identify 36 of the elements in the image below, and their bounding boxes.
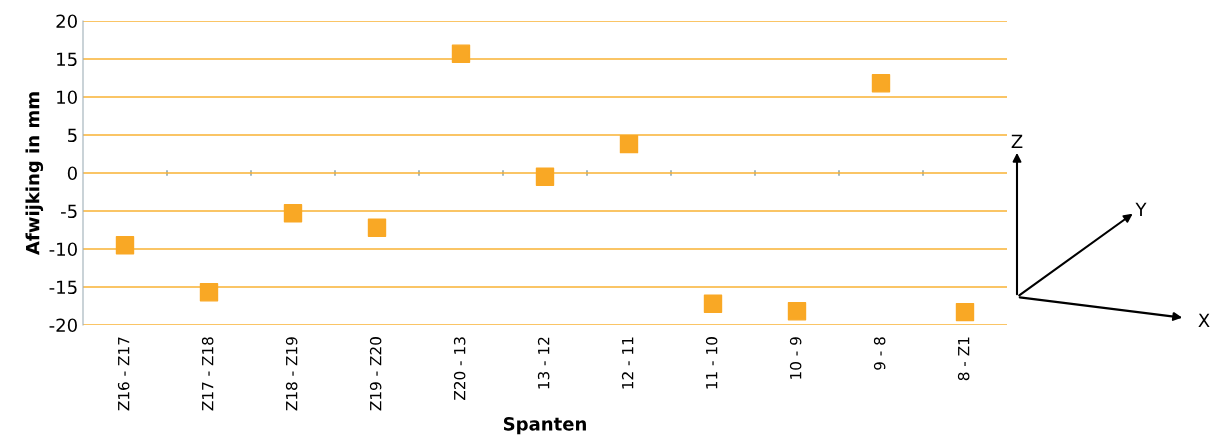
text: X (1198, 313, 1210, 327)
y-tick-label: 10 (57, 90, 77, 105)
point (871, 74, 891, 93)
point (199, 283, 219, 302)
point (535, 167, 555, 187)
x-tick-label: 11 - 10 (705, 337, 718, 389)
point (451, 44, 471, 63)
point (367, 218, 387, 237)
y-tick-label: 15 (57, 52, 77, 67)
y-tick-label: -15 (49, 280, 77, 295)
point (619, 134, 639, 154)
y-axis-title: Afwijking in mm (25, 92, 44, 255)
point (115, 235, 135, 255)
x-tick-label: 13 - 12 (537, 337, 550, 389)
x-tick-label: Z19 - Z20 (369, 337, 382, 411)
point (283, 204, 303, 223)
y-tick-label: -10 (49, 242, 77, 257)
y-tick-label: 0 (67, 166, 77, 181)
text: Y (1135, 202, 1147, 216)
x-tick-label: Z18 - Z19 (285, 337, 298, 411)
text: Z (1011, 134, 1023, 148)
point (955, 302, 975, 322)
y-tick-label: -20 (49, 318, 77, 333)
x-tick-label: 8 - Z1 (957, 337, 970, 381)
point (787, 302, 807, 321)
x-axis-title: Spanten (503, 417, 586, 435)
y-tick-label: -5 (61, 204, 77, 219)
point (703, 294, 723, 313)
x-tick-label: Z17 - Z18 (201, 337, 214, 411)
y-tick-label: 5 (68, 128, 77, 143)
x-tick-label: 10 - 9 (789, 337, 802, 379)
x-tick-label: 9 - 8 (873, 337, 886, 370)
x-tick-label: Z20 - 13 (453, 337, 466, 400)
y-tick-label: 20 (56, 14, 77, 29)
x-tick-label: 12 - 11 (621, 337, 634, 389)
x-tick-label: Z16 - Z17 (117, 337, 130, 411)
